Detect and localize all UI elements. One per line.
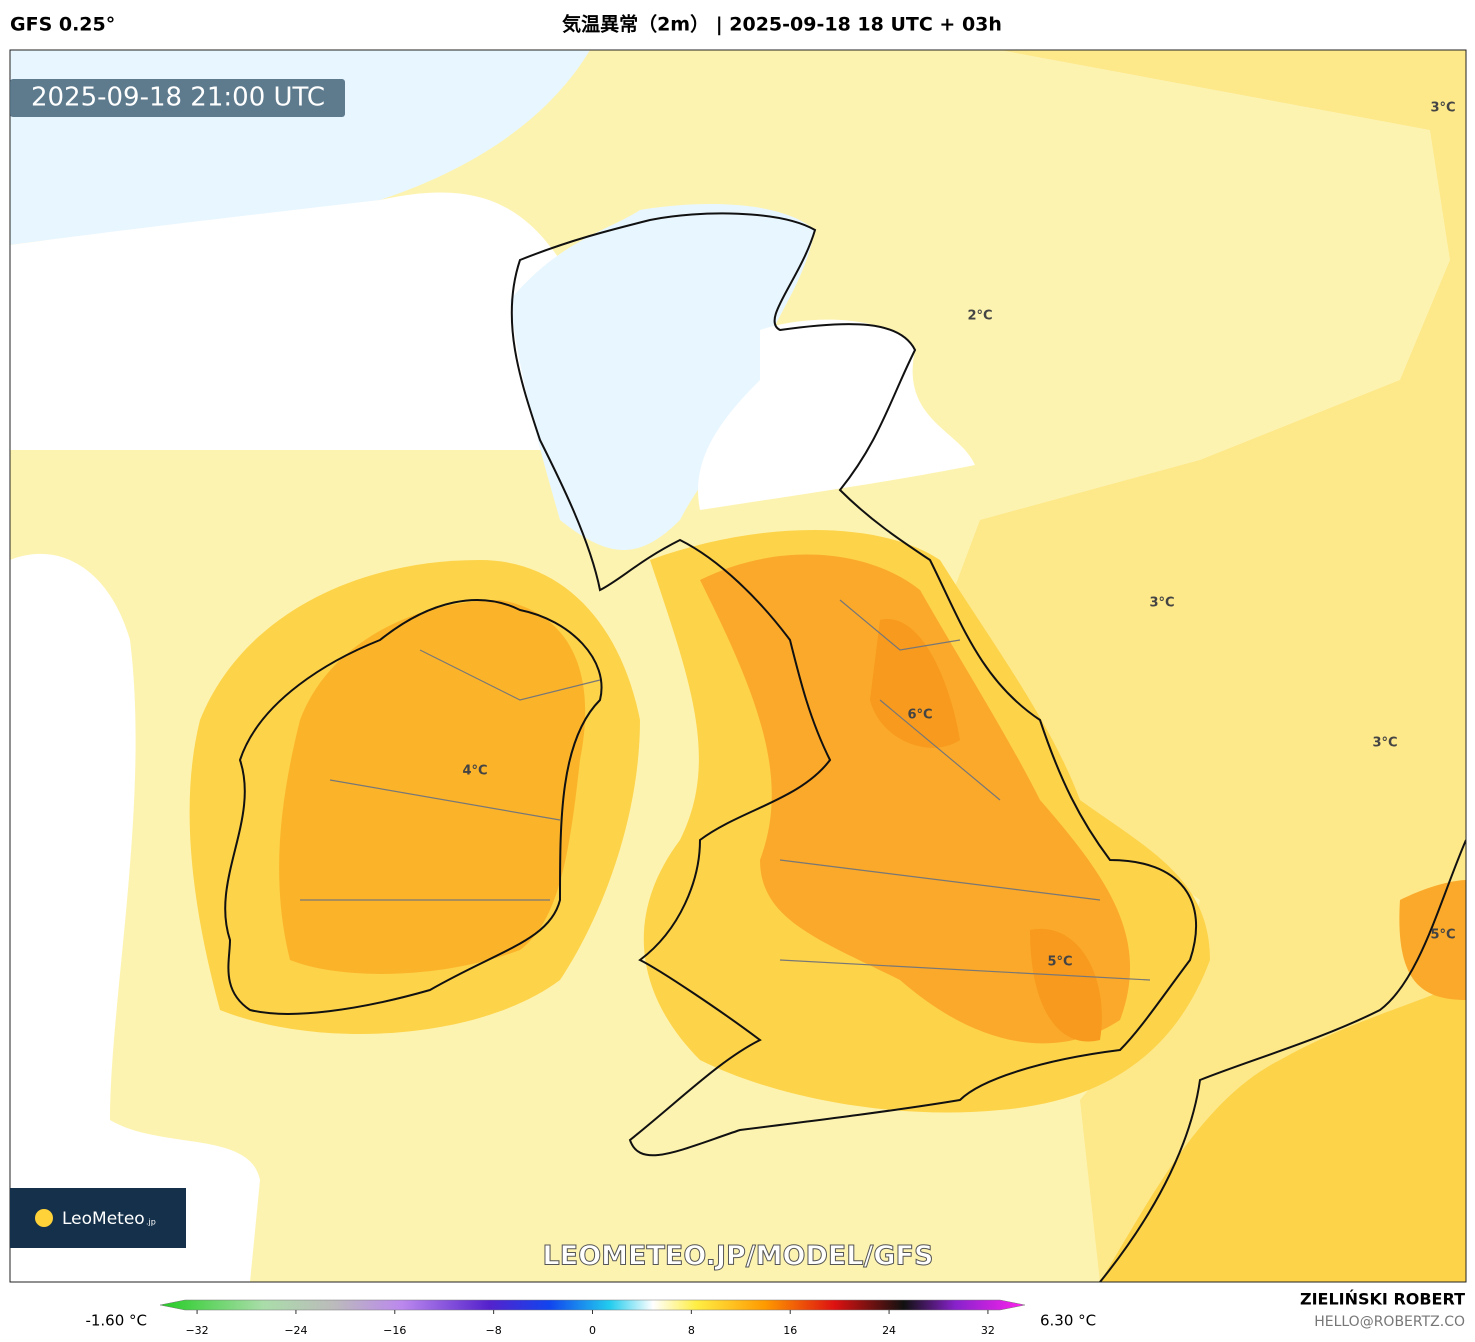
email: HELLO@ROBERTZ.CO [1314,1314,1465,1330]
colorbar [159,1299,1026,1311]
valid-time: 2025-09-18 21:00 UTC [31,83,325,113]
map-frame [9,49,1467,1283]
colorbar-min: -1.60 °C [85,1312,147,1330]
map-title: 気温異常（2m） | 2025-09-18 18 UTC + 03h [562,13,1002,36]
anomaly-zone [950,50,1466,1282]
contour-label: 6°C [907,708,932,723]
neutral-zone [10,192,598,450]
logo-sun [35,1209,53,1227]
model-label: GFS 0.25° [10,14,115,36]
cold-zone [510,204,815,551]
warm-zone [700,554,1131,1044]
colorbar-tick-label: 16 [783,1324,797,1337]
colorbar-ticks: −32 −24 −16 −8 0 8 16 24 32 [185,1310,995,1337]
contour-label: 5°C [1047,955,1072,970]
time-badge [10,79,345,117]
logo-name: LeoMeteo [62,1209,145,1229]
warm-zone [1100,980,1466,1282]
colorbar-tick-label: 8 [688,1324,695,1337]
colorbar-tick-label: −32 [185,1324,208,1337]
logo-suffix: .jp [146,1218,156,1227]
contour-label: 4°C [462,764,487,779]
colorbar-tick-label: −8 [486,1324,502,1337]
warm-zone [279,600,586,974]
neutral-zone [10,553,260,1282]
admin-border [300,599,1151,981]
coastline [1099,839,1466,1282]
colorbar-tick-label: 0 [589,1324,596,1337]
contour-label: 2°C [967,309,992,324]
contour-label: 5°C [1430,928,1455,943]
warm-core [870,619,1102,1042]
colorbar-tick-label: 24 [882,1324,896,1337]
colorbar-tick-label: −24 [284,1324,307,1337]
author: ZIELIŃSKI ROBERT [1300,1290,1465,1309]
map [10,50,1466,1282]
colorbar-max: 6.30 °C [1040,1312,1096,1330]
contour-label: 3°C [1149,596,1174,611]
coastline [510,212,1198,1157]
contour-label: 3°C [1430,101,1455,116]
colorbar-tick-label: −16 [383,1324,406,1337]
watermark: LEOMETEO.JP/MODEL/GFS [543,1241,934,1272]
coastline [224,599,603,1015]
warm-zone [1399,880,1466,1000]
contour-label: 3°C [1372,736,1397,751]
colorbar-tick-label: 32 [981,1324,995,1337]
